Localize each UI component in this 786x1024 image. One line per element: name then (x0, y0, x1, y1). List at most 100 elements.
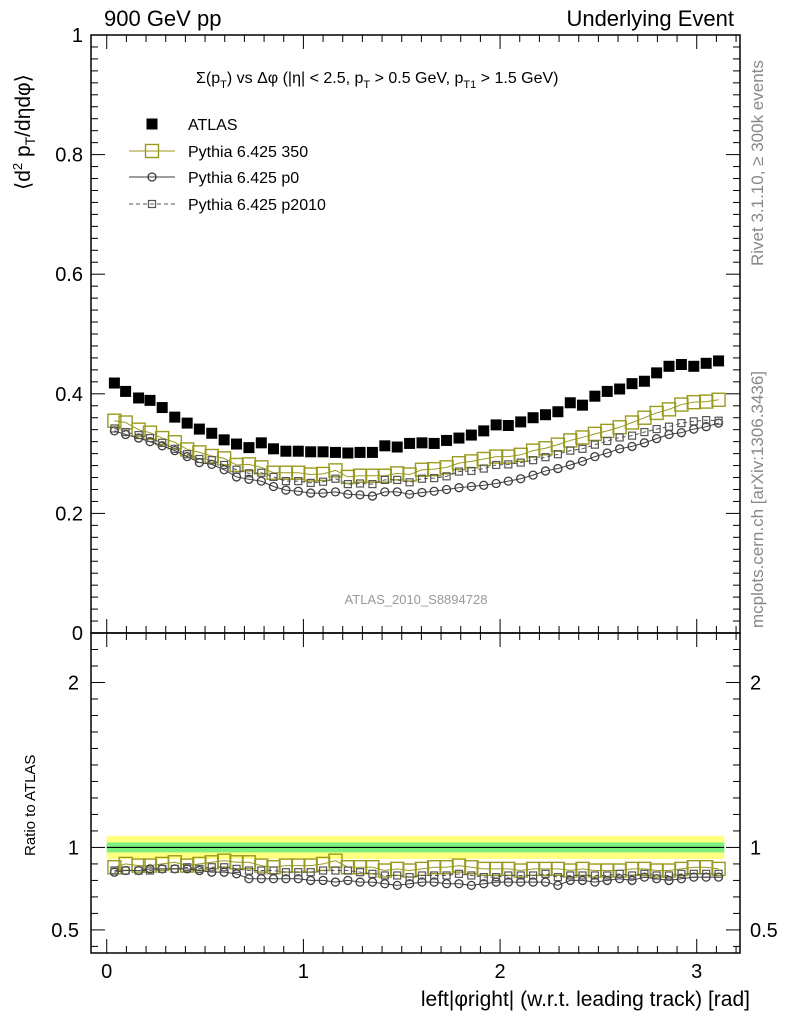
ratio-point-3 (590, 871, 599, 880)
atlas-data-point (193, 423, 205, 435)
data-point-2 (441, 484, 452, 495)
data-point-3 (158, 438, 167, 447)
legend-marker-0 (146, 118, 158, 130)
ratio-point-2 (330, 877, 341, 887)
ratio-point-2 (404, 879, 415, 889)
data-point-3 (677, 419, 686, 428)
ratio-point-3 (195, 864, 204, 873)
data-point-3 (380, 475, 389, 485)
legend-label-1: Pythia 6.425 350 (188, 144, 308, 161)
ratio-point-2 (614, 874, 625, 884)
ratio-point-3 (504, 871, 513, 880)
y-tick-label-ratio-right: 2 (750, 672, 761, 694)
ratio-point-2 (392, 880, 402, 891)
ratio-point-3 (529, 871, 538, 880)
atlas-data-point (206, 427, 218, 439)
ratio-point-3 (318, 866, 328, 875)
ratio-point-2 (503, 877, 513, 887)
data-point-2 (281, 485, 291, 495)
data-point-2 (479, 480, 489, 490)
ratio-point-3 (479, 873, 488, 882)
ratio-point-3 (627, 871, 637, 880)
series-line-3 (114, 419, 719, 485)
data-point-2 (318, 488, 328, 498)
ratio-point-1 (142, 858, 158, 873)
ratio-point-2 (565, 875, 575, 886)
atlas-data-point (169, 411, 181, 423)
atlas-data-point (354, 446, 366, 458)
ratio-point-2 (664, 875, 674, 886)
data-point-3 (207, 456, 216, 465)
data-point-2 (404, 489, 415, 499)
data-point-3 (553, 450, 562, 459)
ratio-point-2 (207, 867, 217, 877)
data-point-2 (330, 487, 341, 497)
data-point-1 (179, 442, 195, 457)
data-point-3 (195, 454, 204, 464)
data-point-2 (244, 474, 254, 484)
ratio-point-3 (467, 871, 476, 880)
ratio-point-3 (121, 866, 130, 875)
legend-marker-2 (147, 172, 157, 182)
series-layer (107, 355, 726, 891)
atlas-data-point (305, 446, 317, 458)
data-point-2 (454, 483, 464, 493)
ratio-point-3 (170, 864, 179, 873)
atlas-data-point (108, 377, 120, 389)
atlas-data-point (564, 397, 576, 409)
atlas-data-point (700, 357, 712, 369)
ratio-point-2 (590, 877, 600, 887)
atlas-data-point (651, 367, 663, 379)
atlas-data-point (366, 446, 378, 458)
atlas-data-point (329, 446, 341, 458)
header-right-label: Underlying Event (566, 6, 734, 31)
atlas-data-point (663, 360, 675, 372)
atlas-data-point (626, 378, 638, 390)
data-point-3 (281, 477, 290, 486)
data-point-3 (110, 424, 119, 433)
ratio-point-3 (145, 866, 155, 875)
data-point-3 (615, 433, 624, 442)
ratio-point-3 (294, 868, 303, 877)
y-tick-label-ratio-right: 0.5 (750, 920, 778, 942)
ratio-point-1 (711, 861, 726, 877)
y-tick-label-ratio: 1 (68, 837, 79, 859)
ratio-point-2 (479, 879, 489, 889)
data-point-3 (405, 478, 414, 487)
chart-title: Σ(pT) vs Δφ (|η| < 2.5, pT > 0.5 GeV, pT… (196, 70, 559, 91)
data-point-2 (268, 481, 279, 492)
data-point-3 (664, 422, 674, 431)
atlas-data-point (465, 429, 477, 441)
data-point-3 (417, 474, 427, 483)
data-point-2 (417, 487, 427, 498)
data-point-2 (293, 486, 303, 496)
ratio-point-2 (441, 879, 452, 889)
atlas-data-point (675, 358, 687, 370)
ratio-point-3 (640, 869, 649, 878)
ratio-point-3 (714, 869, 723, 878)
x-tick-label: 1 (298, 961, 309, 983)
ratio-point-2 (268, 874, 279, 884)
atlas-data-point (539, 409, 551, 421)
data-point-3 (467, 466, 476, 476)
ratio-point-2 (244, 874, 254, 884)
ratio-point-1 (488, 861, 504, 877)
ratio-point-2 (355, 877, 365, 887)
legend-marker-1 (144, 143, 160, 159)
ratio-point-2 (491, 877, 501, 887)
data-point-3 (170, 444, 179, 453)
ratio-point-3 (331, 866, 340, 875)
atlas-data-point (391, 441, 403, 453)
ratio-point-3 (244, 866, 254, 875)
ratio-point-3 (158, 864, 167, 873)
atlas-data-point (576, 399, 588, 411)
ratio-point-2 (231, 869, 242, 879)
data-point-2 (676, 428, 687, 438)
atlas-data-point (317, 446, 329, 458)
data-point-3 (479, 464, 488, 473)
y-tick-label-ratio-right: 1 (750, 837, 761, 859)
data-point-3 (492, 460, 501, 470)
data-point-3 (343, 479, 352, 489)
y-tick-label-main: 0 (72, 623, 83, 645)
data-point-3 (121, 427, 130, 437)
